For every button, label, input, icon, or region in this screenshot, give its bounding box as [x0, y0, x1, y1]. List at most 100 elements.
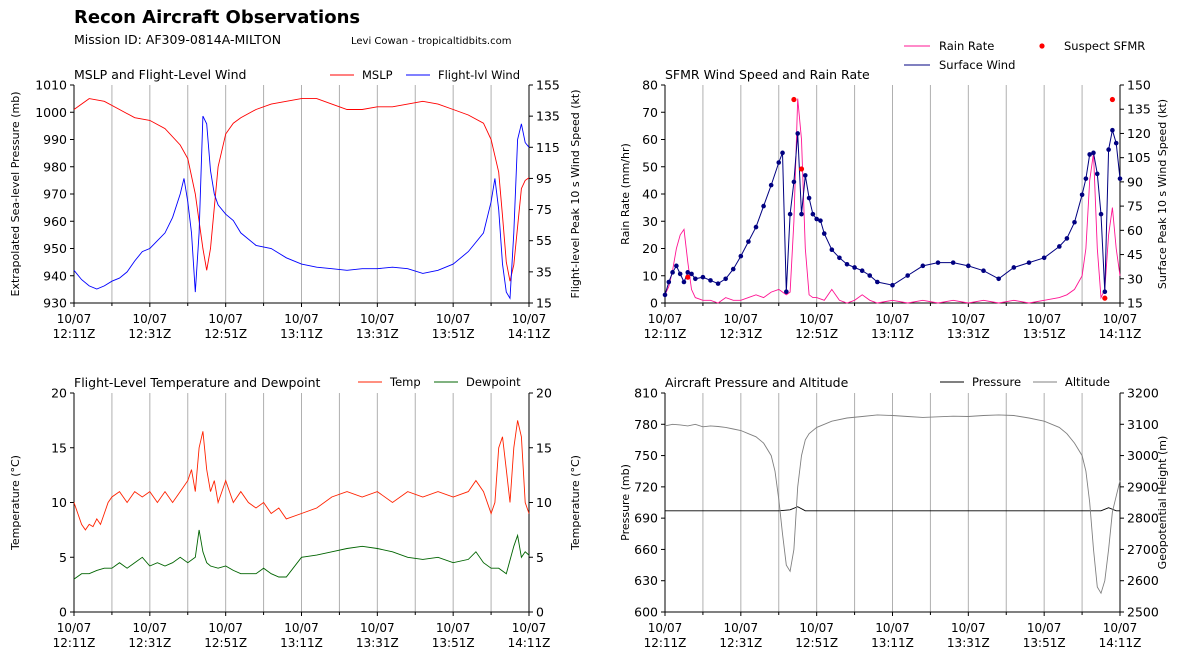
series-surface-wind-point	[746, 239, 751, 244]
y-tick-label-right: 60	[1127, 223, 1143, 238]
y-axis-label-right: Surface Peak 10 s Wind Speed (kt)	[1156, 99, 1169, 289]
series-suspect-sfmr-point	[685, 274, 691, 280]
x-tick-label-time: 12:31Z	[719, 636, 762, 650]
x-tick-label-date: 10/07	[360, 621, 395, 635]
series-mslp-line	[73, 98, 530, 282]
series-surface-wind-point	[753, 224, 759, 230]
series-surface-wind-point	[791, 179, 797, 185]
y-tick-label-right: 3100	[1127, 417, 1159, 432]
y-tick-label-left: 40	[642, 187, 658, 202]
x-tick-label-time: 12:51Z	[204, 327, 247, 341]
x-tick-label-time: 13:11Z	[280, 636, 323, 650]
x-tick-label-date: 10/07	[1103, 621, 1138, 635]
x-tick-label-date: 10/07	[799, 621, 834, 635]
series-surface-wind-point	[1057, 244, 1062, 249]
y-tick-label-left: 750	[634, 448, 658, 463]
series-surface-wind-point	[837, 255, 842, 261]
y-tick-label-left: 10	[51, 495, 67, 510]
x-tick-label-date: 10/07	[360, 312, 395, 326]
series-surface-wind-point	[723, 276, 728, 282]
series-surface-wind-point	[802, 173, 808, 178]
x-tick-label-time: 14:11Z	[1099, 636, 1142, 650]
y-tick-label-right: 15	[536, 440, 552, 455]
series-suspect-sfmr-point	[1109, 96, 1116, 103]
y-tick-label-left: 30	[642, 214, 658, 229]
series-surface-wind-point	[670, 270, 675, 275]
credit-text: Levi Cowan - tropicaltidbits.com	[351, 36, 512, 47]
series-surface-wind-point	[1026, 260, 1032, 265]
series-surface-wind-point	[666, 279, 672, 285]
series-pressure-line	[665, 506, 1120, 512]
series-altitude-line	[664, 414, 1121, 595]
y-axis-label-left: Extrapolated Sea-level Pressure (mb)	[9, 92, 22, 297]
x-tick-label-date: 10/07	[57, 312, 92, 326]
series-surface-wind-point	[1113, 140, 1119, 146]
series-surface-wind-point	[784, 289, 789, 294]
x-tick-label-time: 14:11Z	[1099, 327, 1142, 341]
series-surface-wind-point	[787, 211, 793, 217]
y-tick-label-right: 3000	[1127, 448, 1159, 463]
series-surface-wind-point	[1110, 127, 1115, 133]
series-temp-line	[73, 420, 530, 531]
series-suspect-sfmr-point	[798, 166, 805, 172]
series-surface-wind-point	[1041, 255, 1047, 261]
legend-label: Suspect SFMR	[1064, 39, 1145, 53]
y-tick-label-left: 1000	[35, 105, 67, 120]
x-tick-label-time: 13:51Z	[1023, 636, 1066, 650]
x-tick-label-date: 10/07	[724, 312, 759, 326]
y-tick-label-right: 2500	[1127, 605, 1159, 620]
y-tick-label-left: 780	[634, 417, 658, 432]
series-surface-wind-point	[715, 281, 721, 286]
y-tick-label-right: 2900	[1127, 479, 1159, 494]
series-surface-wind-point	[689, 271, 694, 277]
y-tick-label-left: 50	[642, 159, 658, 174]
y-tick-label-left: 660	[634, 542, 658, 557]
y-tick-label-left: 810	[634, 386, 658, 401]
y-tick-label-right: 15	[536, 296, 552, 311]
x-tick-label-time: 13:51Z	[1023, 327, 1066, 341]
series-surface-wind-point	[981, 268, 986, 274]
y-tick-label-right: 75	[1127, 199, 1143, 214]
x-tick-label-time: 12:51Z	[795, 636, 838, 650]
series-surface-wind-point	[1106, 147, 1111, 152]
x-tick-label-time: 12:51Z	[204, 636, 247, 650]
series-rain-rate-line	[664, 98, 1121, 304]
series-surface-wind-point	[780, 150, 785, 156]
x-tick-label-time: 12:51Z	[795, 327, 838, 341]
y-tick-label-left: 5	[59, 550, 67, 565]
series-surface-wind-point	[996, 276, 1001, 282]
x-tick-label-date: 10/07	[799, 312, 834, 326]
x-tick-label-time: 13:31Z	[947, 327, 990, 341]
series-surface-wind-point	[1102, 289, 1108, 294]
legend-label: Dewpoint	[466, 375, 521, 389]
y-tick-label-left: 990	[43, 132, 67, 147]
y-tick-label-right: 0	[536, 605, 544, 620]
series-surface-wind-point	[693, 276, 698, 282]
y-axis-label-right: Flight-level Peak 10 s Wind Speed (kt)	[569, 89, 582, 298]
y-tick-label-right: 115	[536, 140, 560, 155]
series-surface-wind-point	[890, 282, 895, 288]
series-surface-wind-point	[844, 261, 850, 267]
legend-label: Altitude	[1065, 375, 1110, 389]
series-surface-wind-point	[677, 271, 683, 277]
x-tick-label-date: 10/07	[284, 621, 319, 635]
x-tick-label-time: 12:11Z	[53, 327, 96, 341]
x-tick-label-date: 10/07	[648, 621, 683, 635]
x-tick-label-date: 10/07	[875, 621, 910, 635]
series-dewpoint-line	[73, 529, 530, 580]
y-axis-label-left: Temperature (°C)	[9, 455, 22, 551]
series-surface-wind-point	[859, 268, 865, 274]
series-surface-wind-point	[1117, 176, 1123, 181]
series-surface-wind-point	[920, 263, 926, 269]
y-tick-label-left: 630	[634, 573, 658, 588]
y-tick-label-left: 960	[43, 214, 67, 229]
series-surface-wind-point	[681, 279, 687, 285]
x-tick-label-time: 12:11Z	[53, 636, 96, 650]
x-tick-label-date: 10/07	[1103, 312, 1138, 326]
legend-label: Pressure	[972, 375, 1021, 389]
y-tick-label-left: 60	[642, 132, 658, 147]
x-tick-label-date: 10/07	[57, 621, 92, 635]
series-surface-wind-point	[810, 211, 816, 217]
x-tick-label-time: 12:31Z	[128, 327, 171, 341]
